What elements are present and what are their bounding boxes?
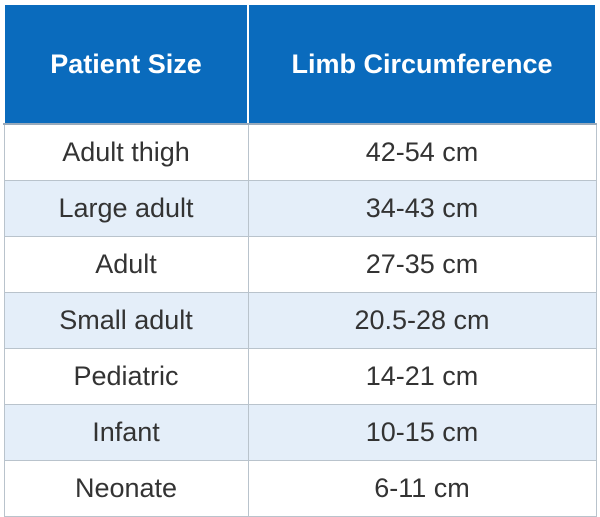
- table-row: Small adult 20.5-28 cm: [3, 292, 597, 349]
- table-row: Adult 27-35 cm: [3, 236, 597, 293]
- table-cell: Large adult: [3, 180, 249, 237]
- table-row: Neonate 6-11 cm: [3, 460, 597, 517]
- table-cell: Neonate: [3, 460, 249, 517]
- table-cell: 42-54 cm: [247, 123, 597, 181]
- table-row: Large adult 34-43 cm: [3, 180, 597, 237]
- table-cell: 27-35 cm: [247, 236, 597, 293]
- table-row: Adult thigh 42-54 cm: [3, 123, 597, 181]
- table-cell: Small adult: [3, 292, 249, 349]
- table-cell: Infant: [3, 404, 249, 461]
- header-row: Patient Size Limb Circumference: [3, 3, 597, 125]
- table-cell: 6-11 cm: [247, 460, 597, 517]
- header-cell: Limb Circumference: [247, 3, 597, 125]
- table-cell: 14-21 cm: [247, 348, 597, 405]
- table-row: Pediatric 14-21 cm: [3, 348, 597, 405]
- table-cell: Pediatric: [3, 348, 249, 405]
- table-row: Infant 10-15 cm: [3, 404, 597, 461]
- table-cell: Adult thigh: [3, 123, 249, 181]
- header-cell: Patient Size: [3, 3, 249, 125]
- table-cell: Adult: [3, 236, 249, 293]
- size-table: Patient Size Limb Circumference Adult th…: [3, 3, 597, 517]
- table-cell: 34-43 cm: [247, 180, 597, 237]
- table-cell: 10-15 cm: [247, 404, 597, 461]
- table-cell: 20.5-28 cm: [247, 292, 597, 349]
